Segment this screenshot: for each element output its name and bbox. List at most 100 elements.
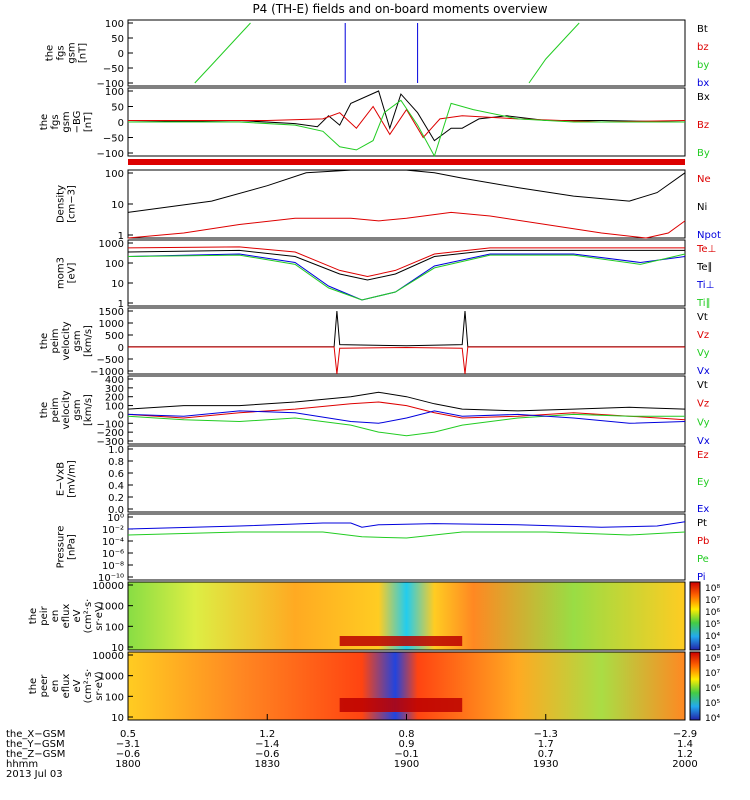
colorbar-tick-label: 10⁶ [705,608,720,618]
series-line-Ti⊥ [127,253,686,301]
ephemeris-value: −1.4 [255,739,279,750]
y-axis-label-line: [nPa] [67,534,78,560]
ephemeris-value: 1.7 [538,739,554,750]
y-tick-label: 10 [111,643,124,654]
y-tick-label: 100 [105,402,124,413]
legend-entry: Bz [697,120,709,131]
y-axis-label: the peer en eflux eV (cm²·s· sr·eV) [28,669,105,704]
legend-entry: Bx [697,92,710,103]
ephemeris-value: 2000 [672,759,697,770]
ephemeris-value: 1800 [115,759,140,770]
y-tick-label: 0 [118,118,124,129]
y-tick-label: 1500 [99,307,124,318]
y-tick-label: −200 [97,428,124,439]
colorbar-tick-label: 10⁸ [705,584,720,594]
y-tick-label: 200 [105,393,124,404]
panel-10: 10⁸ 10⁷ 10⁶ 10⁵ 10⁴ 10000 1000 100 10 the peer en ef… [28,651,720,724]
colorbar-tick-label: 10⁴ [705,632,720,642]
legend-entry: Pt [697,518,707,529]
panel-frame [127,307,686,375]
ephemeris-value: 1930 [533,759,558,770]
legend-entry: Te∥ [696,262,713,273]
y-axis-label-line: Density [56,185,67,223]
colorbar-tick-label: 10⁵ [705,699,720,709]
y-axis-label: mom3 [eV] [56,257,78,289]
y-tick-label: 10 [111,279,124,290]
y-tick-label: 50 [111,34,124,45]
legend-entry: Ex [697,504,709,515]
ephemeris-row-label: the_X−GSM [6,729,65,740]
y-axis-label-line: en [50,680,61,693]
y-axis-label: the fgs gsm −BG [nT] [39,111,94,134]
y-tick-label: 0 [118,49,124,60]
y-tick-label: 100 [105,87,124,98]
series-line-Pe [127,531,686,539]
y-axis-label-line: mom3 [56,257,67,289]
legend-entry: Ez [697,450,709,461]
ephemeris-value: 1.2 [259,729,275,740]
y-axis-label-line: gsm [67,42,78,63]
y-tick-label: 400 [105,375,124,386]
y-tick-label: 0.4 [108,481,124,492]
legend-entry: Vy [697,348,710,359]
panel-frame [127,581,686,651]
series-line-by [528,22,580,84]
y-axis-label-line: gsm [72,330,83,351]
ephemeris-value: 1830 [255,759,280,770]
y-axis-label: the peim velocity gsm [km/s] [39,321,94,360]
panel-1: 100 50 0 −50 −100 the fgs gsm [nT] Bt bz by bx [45,19,710,90]
legend-entry: Bt [697,24,708,35]
y-tick-label: 10000 [92,651,124,662]
series-line-Ti [127,249,685,281]
legend-entry: Npot [697,230,721,241]
series-line-Vt [127,391,686,412]
ephemeris-value: −0.6 [116,749,140,760]
y-axis-label-line: eV [72,679,83,692]
y-axis-label-line: velocity [61,390,72,429]
ephemeris-value: 0.5 [120,729,136,740]
y-axis-label-line: eV [72,609,83,622]
legend-entry: Pe [697,554,709,565]
y-tick-label: 100 [105,692,124,703]
ephemeris-row-label: hhmm [6,759,38,770]
y-axis-label-line: sr·eV) [94,601,105,630]
series-line-Ti∥ [127,253,686,301]
y-tick-label: 100 [105,169,124,180]
y-axis-label-line: peim [50,397,61,422]
y-tick-label: −1000 [90,367,124,378]
panel-2: 100 50 0 −50 −100 the fgs gsm −BG [nT] Bx Bz By [39,87,710,160]
y-tick-label: 1000 [99,602,124,613]
y-axis-label-line: [nT] [83,112,94,132]
legend-entry: Vy [697,417,710,428]
ephemeris-value: −2.9 [673,729,697,740]
legend-entry: By [697,148,710,159]
y-tick-label: 100 [105,622,124,633]
series-line-Ni [127,169,686,213]
y-tick-label: −300 [97,437,124,448]
y-tick-label: 0.6 [108,469,124,480]
panel-4: 1000 100 10 1 mom3 [eV] Te⊥ Te∥ Ti⊥ Ti∥ [56,239,717,310]
y-tick-label: 10000 [92,581,124,592]
legend-entry: Vt [697,380,708,391]
legend-entry: Vx [697,436,710,447]
y-tick-label: 500 [105,331,124,342]
y-axis-label-line: eflux [61,674,72,699]
colorbar-tick-label: 10⁸ [705,654,720,664]
colorbar-tick-label: 10⁷ [705,669,720,679]
ephemeris-value: 1900 [394,759,419,770]
y-tick-label: 10⁰ [107,513,124,524]
colorbar-tick-label: 10⁵ [705,620,720,630]
panel-frame [127,19,686,87]
y-tick-label: 100 [105,19,124,30]
legend-entry: Ti⊥ [696,280,714,291]
y-tick-label: 10 [111,200,124,211]
y-axis-label-line: [mV/m] [67,460,78,498]
y-tick-label: −500 [97,355,124,366]
y-axis-label-line: Pressure [56,526,67,569]
low-energy-band [339,698,463,712]
panel-frame [127,375,686,445]
legend-entry: Ni [697,202,707,213]
